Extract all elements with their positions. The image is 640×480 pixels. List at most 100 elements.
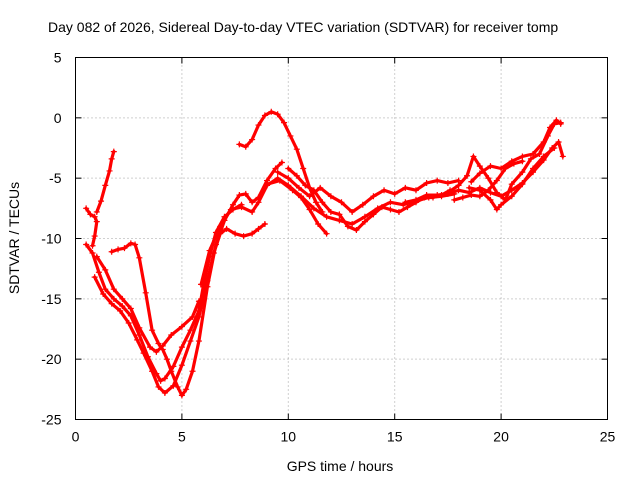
data-point <box>264 181 271 188</box>
data-point <box>93 208 100 215</box>
data-point <box>559 153 566 160</box>
data-point <box>476 187 483 194</box>
data-point <box>485 187 492 194</box>
data-point <box>540 153 547 160</box>
y-tick-label: -25 <box>41 412 61 428</box>
data-point <box>127 305 134 312</box>
data-point <box>451 196 458 203</box>
y-tick-label: -10 <box>41 231 61 247</box>
data-point <box>336 217 343 224</box>
series-trace <box>93 148 117 215</box>
data-point <box>261 112 268 119</box>
data-point <box>395 208 402 215</box>
data-point <box>293 146 300 153</box>
series-line <box>237 110 324 214</box>
data-point <box>278 159 285 166</box>
data-point <box>555 138 562 145</box>
data-point <box>183 386 190 393</box>
data-point <box>178 362 185 369</box>
data-point <box>476 193 483 200</box>
data-point <box>274 111 281 118</box>
data-point <box>381 187 388 194</box>
data-point <box>387 199 394 206</box>
series-line <box>110 160 284 397</box>
series-trace <box>451 158 526 203</box>
data-point <box>274 169 281 176</box>
data-point <box>115 246 122 253</box>
data-point <box>229 201 236 208</box>
data-point <box>87 211 94 218</box>
data-point <box>493 206 500 213</box>
series-trace <box>274 169 462 215</box>
x-tick-label: 20 <box>493 429 509 445</box>
data-point <box>487 163 494 170</box>
data-point <box>344 223 351 230</box>
data-point <box>272 165 279 172</box>
data-point <box>83 205 90 212</box>
data-point <box>93 253 100 260</box>
data-point <box>91 233 98 240</box>
data-point <box>391 190 398 197</box>
data-point <box>102 182 109 189</box>
data-point <box>240 233 247 240</box>
data-point <box>236 192 243 199</box>
data-point <box>493 177 500 184</box>
data-point <box>476 170 483 177</box>
data-point <box>470 153 477 160</box>
y-axis-label: SDTVAR / TECUs <box>6 182 22 294</box>
data-point <box>444 179 451 186</box>
series-trace <box>466 145 558 213</box>
data-point <box>293 172 300 179</box>
data-point <box>93 218 100 225</box>
data-point <box>289 187 296 194</box>
data-point <box>102 266 109 273</box>
y-tick-label: -20 <box>41 351 61 367</box>
data-point <box>323 230 330 237</box>
data-point <box>553 117 560 124</box>
data-point <box>551 145 558 151</box>
data-point <box>378 204 385 211</box>
data-point <box>540 138 547 145</box>
data-point <box>412 187 419 194</box>
data-point <box>493 189 500 196</box>
data-point <box>168 332 175 339</box>
data-point <box>170 382 177 389</box>
data-point <box>287 132 294 139</box>
data-point <box>402 199 409 206</box>
data-point <box>530 165 537 172</box>
x-tick-label: 25 <box>600 429 616 445</box>
data-point <box>319 199 326 206</box>
data-point <box>100 291 107 298</box>
data-point <box>423 179 430 186</box>
data-point <box>295 184 302 191</box>
data-point <box>349 221 356 228</box>
data-point <box>174 383 181 390</box>
data-point <box>536 151 543 158</box>
data-point <box>95 269 102 276</box>
data-point <box>312 199 319 206</box>
data-point <box>140 350 147 357</box>
data-point <box>519 169 526 176</box>
y-tick-label: 5 <box>54 50 62 66</box>
data-point <box>455 182 462 189</box>
data-point <box>404 204 411 211</box>
data-point <box>412 196 419 203</box>
x-tick-label: 0 <box>72 429 80 445</box>
data-point <box>121 245 128 252</box>
data-point <box>359 201 366 208</box>
x-axis-label: GPS time / hours <box>287 458 394 474</box>
data-point <box>119 295 126 302</box>
data-point <box>170 363 177 370</box>
data-point <box>195 298 202 305</box>
data-point <box>530 151 537 158</box>
x-tick-label: 15 <box>387 429 403 445</box>
data-point <box>159 346 166 353</box>
data-point <box>310 205 317 212</box>
data-point <box>317 184 324 191</box>
data-point <box>255 122 262 129</box>
x-tick-label: 5 <box>178 429 186 445</box>
data-point <box>249 230 256 237</box>
data-point <box>487 196 494 203</box>
data-point <box>136 254 143 261</box>
